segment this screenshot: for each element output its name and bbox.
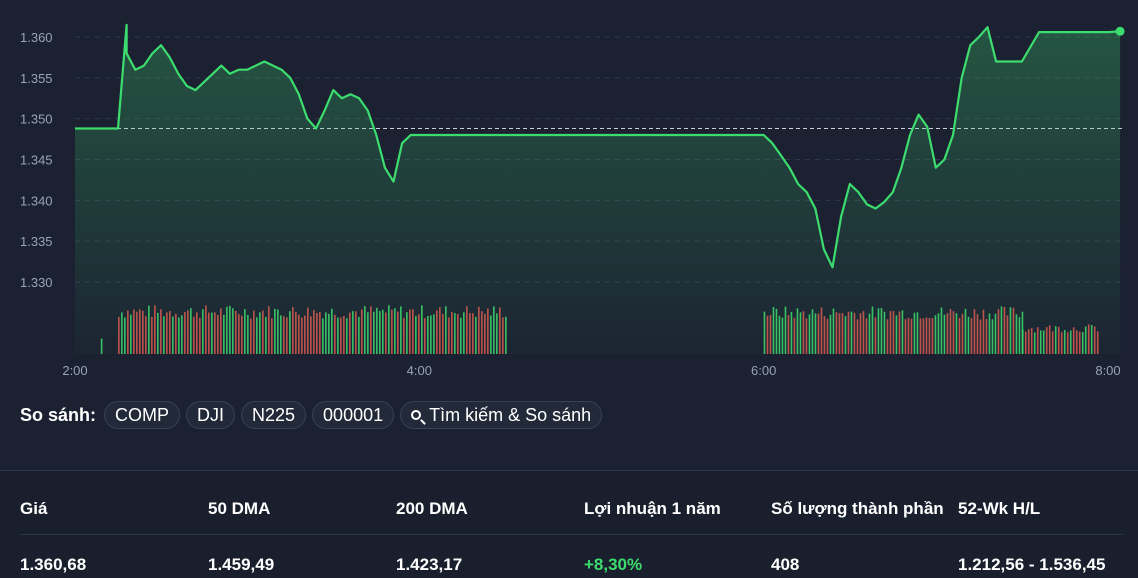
compare-chip-comp[interactable]: COMP bbox=[104, 401, 181, 429]
stat-header-52wk: 52-Wk H/L bbox=[958, 499, 1041, 518]
chip-label: COMP bbox=[115, 404, 170, 425]
x-tick-label: 6:00 bbox=[751, 363, 776, 378]
y-tick-label: 1.355 bbox=[20, 71, 53, 86]
price-line bbox=[75, 23, 1121, 269]
stat-value-50dma: 1.459,49 bbox=[208, 555, 275, 574]
stats-panel: Giá 50 DMA 200 DMA Lợi nhuận 1 năm Số lư… bbox=[0, 471, 1138, 578]
stat-value-components: 408 bbox=[771, 555, 800, 574]
chip-label: 000001 bbox=[323, 404, 384, 425]
price-chart[interactable]: 1.360 1.355 1.350 1.345 1.340 1.335 1.330 2:00… bbox=[0, 0, 1138, 385]
stat-header-components: Số lượng thành phần bbox=[771, 499, 944, 518]
stat-value-52wk: 1.212,56 - 1.536,45 bbox=[958, 555, 1106, 574]
compare-chip-n225[interactable]: N225 bbox=[241, 401, 307, 429]
y-tick-label: 1.340 bbox=[20, 193, 53, 208]
y-tick-label: 1.350 bbox=[20, 112, 53, 127]
stat-header-50dma: 50 DMA bbox=[208, 499, 271, 518]
compare-row: So sánh: COMP DJI N225 000001 Tìm kiếm &… bbox=[20, 400, 603, 430]
compare-chip-dji[interactable]: DJI bbox=[186, 401, 236, 429]
x-tick-label: 2:00 bbox=[62, 363, 87, 378]
stat-value-200dma: 1.423,17 bbox=[396, 555, 463, 574]
compare-label: So sánh: bbox=[20, 404, 97, 425]
stat-header-200dma: 200 DMA bbox=[396, 499, 468, 518]
stat-header-price: Giá bbox=[20, 499, 48, 518]
x-tick-label: 8:00 bbox=[1095, 363, 1120, 378]
search-compare-button[interactable]: Tìm kiếm & So sánh bbox=[400, 401, 603, 429]
stat-header-1y-return: Lợi nhuận 1 năm bbox=[584, 499, 721, 518]
x-tick-label: 4:00 bbox=[407, 363, 432, 378]
y-tick-label: 1.360 bbox=[20, 30, 53, 45]
y-tick-label: 1.335 bbox=[20, 234, 53, 249]
last-price-dot bbox=[1115, 26, 1125, 36]
stat-value-1y-return: +8,30% bbox=[584, 555, 643, 574]
y-tick-label: 1.330 bbox=[20, 275, 53, 290]
search-compare-label: Tìm kiếm & So sánh bbox=[429, 404, 592, 425]
price-area bbox=[75, 24, 1121, 355]
chart-canvas[interactable]: 1.360 1.355 1.350 1.345 1.340 1.335 1.330 2:00… bbox=[0, 0, 1138, 385]
section-divider bbox=[0, 470, 1138, 471]
compare-chip-000001[interactable]: 000001 bbox=[312, 401, 395, 429]
stats-divider bbox=[20, 534, 1123, 535]
search-icon bbox=[411, 410, 422, 420]
chip-label: DJI bbox=[197, 404, 225, 425]
stat-value-price: 1.360,68 bbox=[20, 555, 87, 574]
y-tick-label: 1.345 bbox=[20, 153, 53, 168]
chip-label: N225 bbox=[252, 404, 296, 425]
